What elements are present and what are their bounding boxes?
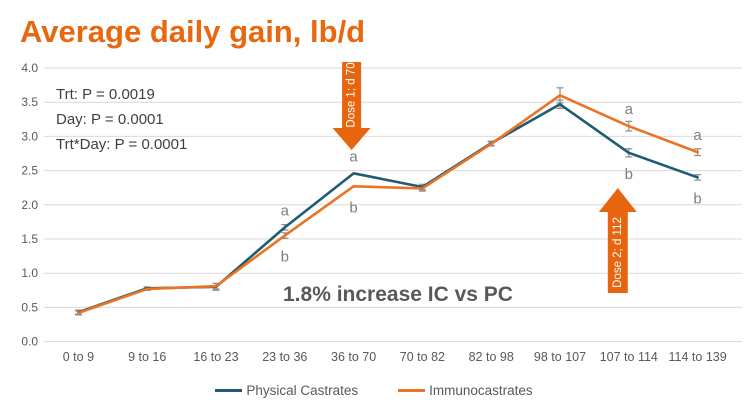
x-axis-label: 107 to 114: [600, 350, 658, 364]
dose-arrow-2-icon: [598, 188, 637, 293]
legend-label-physical-castrates: Physical Castrates: [246, 383, 359, 398]
x-axis-label: 23 to 36: [262, 350, 307, 364]
stats-block: Trt: P = 0.0019 Day: P = 0.0001 Trt*Day:…: [56, 82, 187, 157]
y-tick-label: 3.0: [21, 129, 38, 143]
y-tick-label: 0.0: [21, 335, 38, 349]
x-axis-label: 9 to 16: [128, 350, 166, 364]
sig-letter: a: [693, 127, 702, 144]
y-tick-label: 1.5: [21, 232, 38, 246]
y-tick-label: 1.0: [21, 266, 38, 280]
sig-letter: a: [625, 101, 634, 118]
y-tick-label: 0.5: [21, 300, 38, 314]
sig-letter: b: [693, 190, 701, 207]
sig-letter: a: [349, 148, 358, 165]
dose-arrow-1-label: Dose 1; d 70: [346, 62, 358, 127]
physical-castrates-line-swatch: [215, 389, 243, 392]
y-tick-label: 4.0: [21, 61, 38, 75]
stat-trt-day: Trt*Day: P = 0.0001: [56, 136, 188, 153]
sig-letter: a: [281, 202, 290, 219]
x-axis-label: 114 to 139: [669, 350, 727, 364]
stat-day: Day: P = 0.0001: [56, 111, 164, 128]
series-line-immunocastrates: [77, 94, 699, 315]
legend-item-immunocastrates: Immunocastrates: [398, 383, 533, 398]
stat-trt: Trt: P = 0.0019: [56, 86, 155, 103]
immunocastrates-line-swatch: [398, 389, 426, 392]
chart-title: Average daily gain, lb/d: [20, 14, 366, 49]
x-axis-label: 70 to 82: [400, 350, 445, 364]
dose-arrow-1-icon: [332, 62, 371, 150]
x-axis-label: 82 to 98: [469, 350, 514, 364]
sig-letter: b: [281, 249, 289, 266]
sig-letter: b: [349, 199, 357, 216]
increase-annotation: 1.8% increase IC vs PC: [283, 283, 513, 306]
y-tick-label: 2.0: [21, 198, 38, 212]
chart-legend: Physical Castrates Immunocastrates: [0, 383, 748, 398]
x-axis-label: 98 to 107: [534, 350, 586, 364]
sig-letter: b: [625, 166, 633, 183]
legend-item-physical-castrates: Physical Castrates: [215, 383, 358, 398]
x-axis-label: 0 to 9: [63, 350, 94, 364]
x-axis-label: 36 to 70: [331, 350, 376, 364]
y-tick-label: 3.5: [21, 95, 38, 109]
dose-arrow-2-label: Dose 2; d 112: [612, 217, 624, 288]
legend-label-immunocastrates: Immunocastrates: [429, 383, 533, 398]
x-axis-label: 16 to 23: [193, 350, 238, 364]
y-tick-label: 2.5: [21, 164, 38, 178]
